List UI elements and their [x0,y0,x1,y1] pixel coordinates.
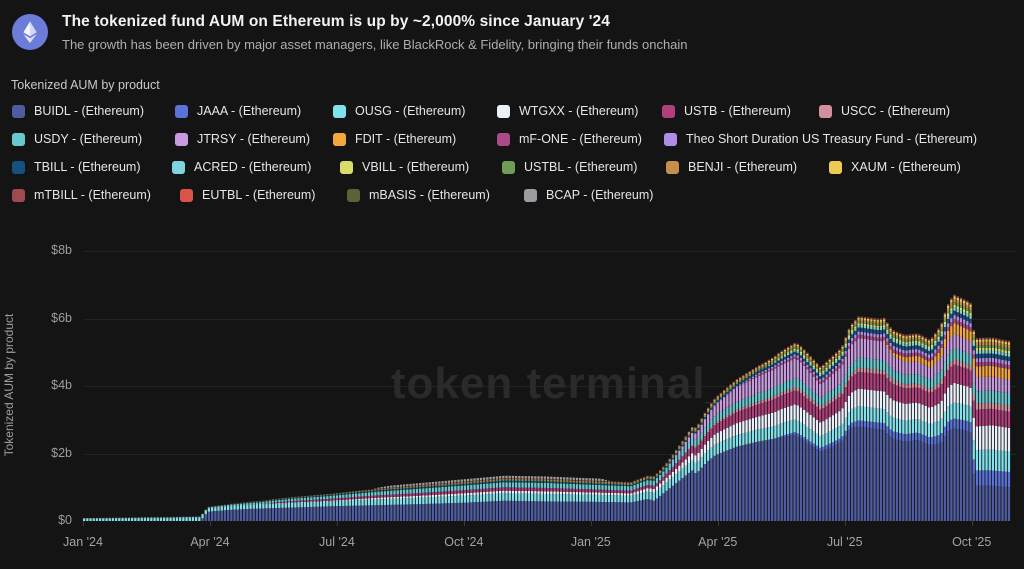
section-label: Tokenized AUM by product [11,78,160,92]
x-tick-mark [844,521,846,526]
legend-swatch [12,188,25,202]
page-subtitle: The growth has been driven by major asse… [62,37,688,52]
x-tick-mark [590,521,592,526]
legend-swatch [340,160,353,174]
legend-item-label: Theo Short Duration US Treasury Fund - (… [686,132,978,146]
legend-item-label: XAUM - (Ethereum) [851,160,961,174]
x-tick-mark [971,521,973,526]
legend-swatch [180,188,193,202]
legend-item-uscc[interactable]: USCC - (Ethereum) [819,103,950,119]
legend-swatch [12,160,25,174]
x-tick-mark [83,521,84,526]
x-tick-label: Jan '25 [570,535,611,549]
legend-swatch [347,188,360,202]
legend-item-benji[interactable]: BENJI - (Ethereum) [666,159,797,175]
ethereum-icon [12,14,48,50]
legend-item-label: EUTBL - (Ethereum) [202,188,316,202]
legend-item-label: mTBILL - (Ethereum) [34,188,151,202]
legend-item-mf-one[interactable]: mF-ONE - (Ethereum) [497,131,642,147]
legend-item-label: TBILL - (Ethereum) [34,160,141,174]
chart-bars-canvas[interactable] [83,245,1014,522]
legend-swatch [12,104,25,118]
legend-swatch [524,188,537,202]
ethereum-glyph [23,21,37,43]
legend-item-label: USTBL - (Ethereum) [524,160,638,174]
x-tick-mark [209,521,211,526]
y-tick-label: $4b [51,378,72,392]
legend-item-label: USCC - (Ethereum) [841,104,951,118]
x-tick-mark [336,521,338,526]
legend-swatch [175,104,188,118]
legend-item-ustbl[interactable]: USTBL - (Ethereum) [502,159,637,175]
legend-item-label: BUIDL - (Ethereum) [34,104,144,118]
legend-item-eutbl[interactable]: EUTBL - (Ethereum) [180,187,315,203]
legend-item-label: JTRSY - (Ethereum) [197,132,310,146]
legend-item-usdy[interactable]: USDY - (Ethereum) [12,131,142,147]
legend-swatch [333,132,346,146]
x-tick-mark [717,521,719,526]
legend-item-label: mF-ONE - (Ethereum) [519,132,642,146]
legend-item-jaaa[interactable]: JAAA - (Ethereum) [175,103,301,119]
legend-item-ustb[interactable]: USTB - (Ethereum) [662,103,791,119]
x-tick-label: Apr '25 [698,535,738,549]
legend-item-label: USDY - (Ethereum) [34,132,143,146]
legend-item-label: FDIT - (Ethereum) [355,132,457,146]
page-title: The tokenized fund AUM on Ethereum is up… [62,13,610,30]
legend-swatch [502,160,515,174]
legend-item-label: WTGXX - (Ethereum) [519,104,639,118]
x-tick-label: Oct '25 [952,535,992,549]
legend-swatch [333,104,346,118]
legend-item-label: JAAA - (Ethereum) [197,104,302,118]
stacked-bar-chart: Tokenized AUM by product $0 $2b $4b $6b $8b … [0,230,1024,569]
legend-item-xaum[interactable]: XAUM - (Ethereum) [829,159,961,175]
legend-item-label: ACRED - (Ethereum) [194,160,312,174]
legend-item-label: BCAP - (Ethereum) [546,188,654,202]
legend-item-ousg[interactable]: OUSG - (Ethereum) [333,103,465,119]
x-tick-label: Jul '25 [826,535,863,549]
legend-item-label: VBILL - (Ethereum) [362,160,470,174]
legend-swatch [666,160,679,174]
legend-item-label: BENJI - (Ethereum) [688,160,798,174]
legend-item-theo-short-duration-us-treasury-fund[interactable]: Theo Short Duration US Treasury Fund - (… [664,131,977,147]
y-tick-label: $6b [51,310,72,325]
x-tick-mark [463,521,465,526]
x-tick-label: Jul '24 [319,535,355,549]
legend-swatch [829,160,842,174]
legend-swatch [664,132,677,146]
legend-swatch [662,104,675,118]
legend-swatch [12,132,25,146]
legend-item-buidl[interactable]: BUIDL - (Ethereum) [12,103,144,119]
legend-item-label: OUSG - (Ethereum) [355,104,466,118]
legend-item-vbill[interactable]: VBILL - (Ethereum) [340,159,469,175]
legend-item-wtgxx[interactable]: WTGXX - (Ethereum) [497,103,638,119]
y-tick-label: $2b [51,445,72,460]
x-tick-label: Jan '24 [63,535,103,549]
legend-item-jtrsy[interactable]: JTRSY - (Ethereum) [175,131,310,147]
legend-item-mbasis[interactable]: mBASIS - (Ethereum) [347,187,490,203]
legend-swatch [172,160,185,174]
legend-item-fdit[interactable]: FDIT - (Ethereum) [333,131,456,147]
x-tick-label: Apr '24 [190,535,230,549]
legend-swatch [175,132,188,146]
legend-swatch [497,132,510,146]
legend-item-tbill[interactable]: TBILL - (Ethereum) [12,159,141,175]
legend-swatch [819,104,832,118]
y-tick-label: $8b [51,243,72,257]
legend-item-bcap[interactable]: BCAP - (Ethereum) [524,187,653,203]
x-tick-label: Oct '24 [444,535,484,549]
legend-item-acred[interactable]: ACRED - (Ethereum) [172,159,311,175]
legend-item-label: mBASIS - (Ethereum) [369,188,490,202]
legend-item-mtbill[interactable]: mTBILL - (Ethereum) [12,187,151,203]
legend-swatch [497,104,510,118]
legend-item-label: USTB - (Ethereum) [684,104,791,118]
y-tick-label: $0 [58,513,72,527]
